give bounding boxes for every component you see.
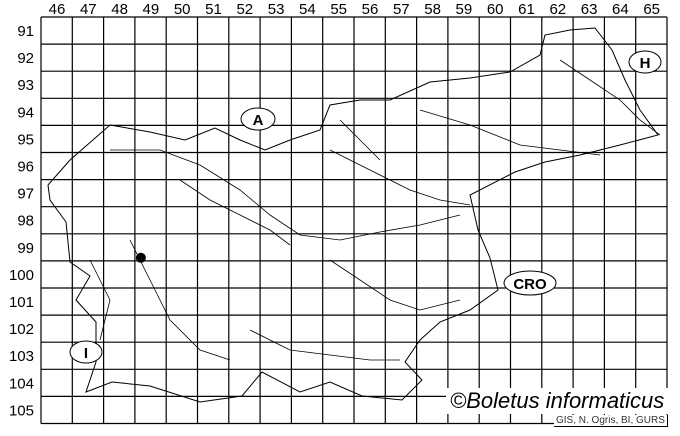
column-labels: 46 47 48 49 50 51 52 53 54 55 56 57 58 59 60 61 62 63 64 65 (49, 1, 660, 18)
row-label: 94 (17, 104, 34, 121)
column-label: 52 (236, 1, 253, 18)
column-label: 49 (143, 1, 160, 18)
row-label: 95 (17, 131, 34, 148)
column-label: 59 (456, 1, 473, 18)
column-label: 56 (362, 1, 379, 18)
column-label: 57 (393, 1, 410, 18)
label-italy: I (84, 345, 88, 362)
row-label: 93 (17, 77, 34, 94)
row-label: 99 (17, 240, 34, 257)
label-croatia: CRO (513, 276, 547, 293)
column-label: 51 (205, 1, 222, 18)
column-label: 53 (268, 1, 285, 18)
row-label: 101 (9, 294, 34, 311)
row-label: 104 (9, 375, 34, 392)
row-label: 97 (17, 186, 34, 203)
row-label: 91 (17, 23, 34, 40)
row-label: 100 (9, 267, 34, 284)
column-label: 61 (518, 1, 535, 18)
occurrence-points (135, 252, 146, 263)
country-tags: A H CRO I (69, 50, 662, 364)
column-label: 62 (549, 1, 566, 18)
rivers (89, 59, 661, 361)
column-label: 55 (330, 1, 347, 18)
copyright-text: ©Boletus informaticus (446, 388, 669, 414)
column-label: 63 (581, 1, 598, 18)
label-hungary: H (640, 55, 651, 72)
column-label: 54 (299, 1, 316, 18)
column-label: 58 (424, 1, 441, 18)
grid (40, 16, 668, 425)
column-label: 48 (111, 1, 128, 18)
column-label: 50 (174, 1, 191, 18)
row-label: 103 (9, 348, 34, 365)
row-label: 105 (9, 402, 34, 419)
row-labels: 91 92 93 94 95 96 97 98 99 100 101 102 103 104 105 (9, 23, 34, 419)
row-label: 102 (9, 321, 34, 338)
column-label: 60 (487, 1, 504, 18)
credit-text: GIS, N. Ogris, BI, GURS (554, 415, 668, 427)
country-border (47, 27, 659, 403)
row-label: 96 (17, 159, 34, 176)
column-label: 47 (80, 1, 97, 18)
column-label: 46 (49, 1, 66, 18)
column-label: 65 (643, 1, 660, 18)
column-label: 64 (612, 1, 629, 18)
occurrence-point (135, 252, 146, 263)
row-label: 92 (17, 50, 34, 67)
row-label: 98 (17, 213, 34, 230)
label-austria: A (253, 112, 264, 129)
